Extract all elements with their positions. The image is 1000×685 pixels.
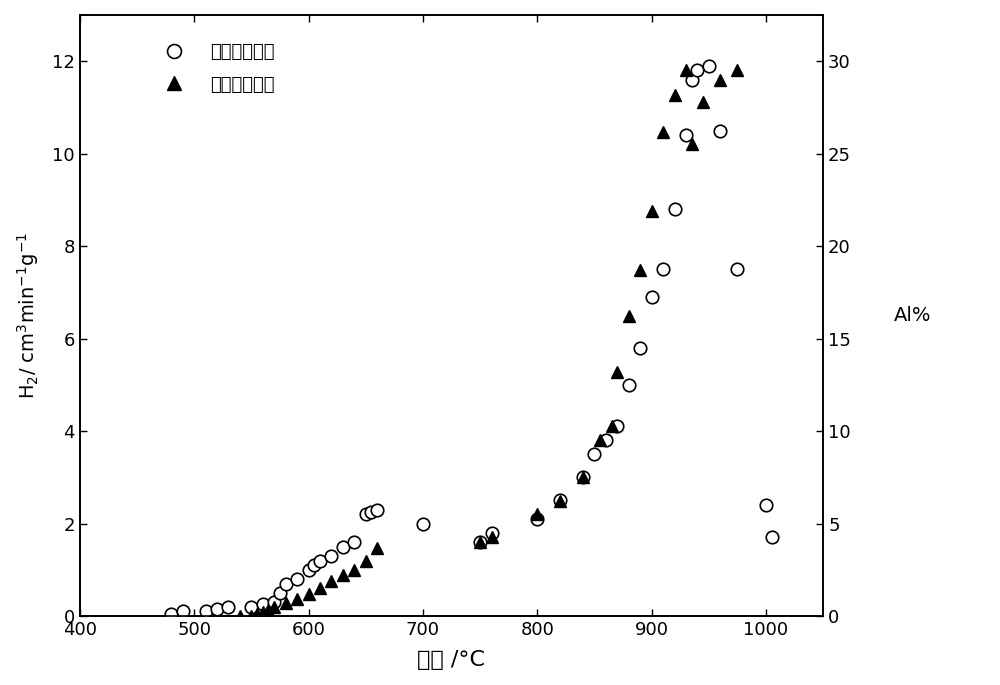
氢气生成速率	[766, 534, 778, 542]
金属铝反应率	[680, 66, 692, 75]
氢气生成速率	[211, 605, 223, 613]
金属铝反应率	[325, 577, 337, 585]
金属铝反应率	[251, 610, 263, 619]
氢气生成速率	[634, 344, 646, 352]
金属铝反应率	[634, 266, 646, 274]
氢气生成速率	[760, 501, 772, 509]
金属铝反应率	[594, 436, 606, 445]
金属铝反应率	[714, 75, 726, 84]
金属铝反应率	[554, 497, 566, 506]
氢气生成速率	[314, 556, 326, 564]
金属铝反应率	[731, 66, 743, 75]
氢气生成速率	[348, 538, 360, 546]
X-axis label: 温度 /°C: 温度 /°C	[417, 650, 485, 670]
氢气生成速率	[337, 543, 349, 551]
氢气生成速率	[257, 600, 269, 608]
金属铝反应率	[337, 571, 349, 580]
金属铝反应率	[577, 473, 589, 482]
金属铝反应率	[474, 538, 486, 546]
氢气生成速率	[611, 423, 623, 431]
氢气生成速率	[531, 515, 543, 523]
氢气生成速率	[577, 473, 589, 482]
金属铝反应率	[371, 543, 383, 551]
金属铝反应率	[697, 98, 709, 106]
金属铝反应率	[360, 556, 372, 564]
金属铝反应率	[234, 612, 246, 620]
氢气生成速率	[669, 205, 681, 213]
氢气生成速率	[474, 538, 486, 546]
金属铝反应率	[611, 368, 623, 376]
氢气生成速率	[646, 293, 658, 301]
金属铝反应率	[348, 566, 360, 574]
Y-axis label: Al%: Al%	[894, 306, 931, 325]
金属铝反应率	[314, 584, 326, 593]
氢气生成速率	[691, 66, 703, 75]
氢气生成速率	[303, 566, 315, 574]
金属铝反应率	[623, 312, 635, 321]
金属铝反应率	[606, 421, 618, 429]
Line: 金属铝反应率: 金属铝反应率	[234, 64, 744, 622]
氢气生成速率	[365, 508, 377, 516]
氢气生成速率	[680, 131, 692, 139]
金属铝反应率	[686, 140, 698, 149]
氢气生成速率	[554, 497, 566, 505]
氢气生成速率	[731, 265, 743, 273]
氢气生成速率	[657, 265, 669, 273]
金属铝反应率	[262, 606, 274, 614]
氢气生成速率	[371, 506, 383, 514]
氢气生成速率	[200, 608, 212, 616]
金属铝反应率	[669, 90, 681, 99]
氢气生成速率	[274, 589, 286, 597]
氢气生成速率	[222, 603, 234, 611]
氢气生成速率	[486, 529, 498, 537]
氢气生成速率	[588, 450, 600, 458]
氢气生成速率	[623, 381, 635, 389]
金属铝反应率	[257, 608, 269, 616]
氢气生成速率	[245, 603, 257, 611]
氢气生成速率	[360, 510, 372, 519]
氢气生成速率	[177, 608, 189, 616]
氢气生成速率	[417, 519, 429, 527]
氢气生成速率	[165, 610, 177, 618]
金属铝反应率	[646, 207, 658, 215]
金属铝反应率	[657, 127, 669, 136]
氢气生成速率	[703, 62, 715, 70]
氢气生成速率	[308, 561, 320, 569]
金属铝反应率	[268, 603, 280, 611]
金属铝反应率	[531, 510, 543, 519]
氢气生成速率	[325, 552, 337, 560]
Y-axis label: H$_2$/ cm$^3$min$^{-1}$g$^{-1}$: H$_2$/ cm$^3$min$^{-1}$g$^{-1}$	[15, 232, 41, 399]
金属铝反应率	[245, 612, 257, 620]
氢气生成速率	[686, 75, 698, 84]
氢气生成速率	[714, 127, 726, 135]
氢气生成速率	[600, 436, 612, 445]
Legend: 氢气生成速率, 金属铝反应率: 氢气生成速率, 金属铝反应率	[148, 36, 281, 101]
金属铝反应率	[280, 599, 292, 607]
金属铝反应率	[303, 590, 315, 598]
氢气生成速率	[291, 575, 303, 583]
Line: 氢气生成速率: 氢气生成速率	[165, 60, 778, 620]
氢气生成速率	[280, 580, 292, 588]
金属铝反应率	[486, 532, 498, 540]
金属铝反应率	[291, 595, 303, 603]
氢气生成速率	[268, 598, 280, 606]
